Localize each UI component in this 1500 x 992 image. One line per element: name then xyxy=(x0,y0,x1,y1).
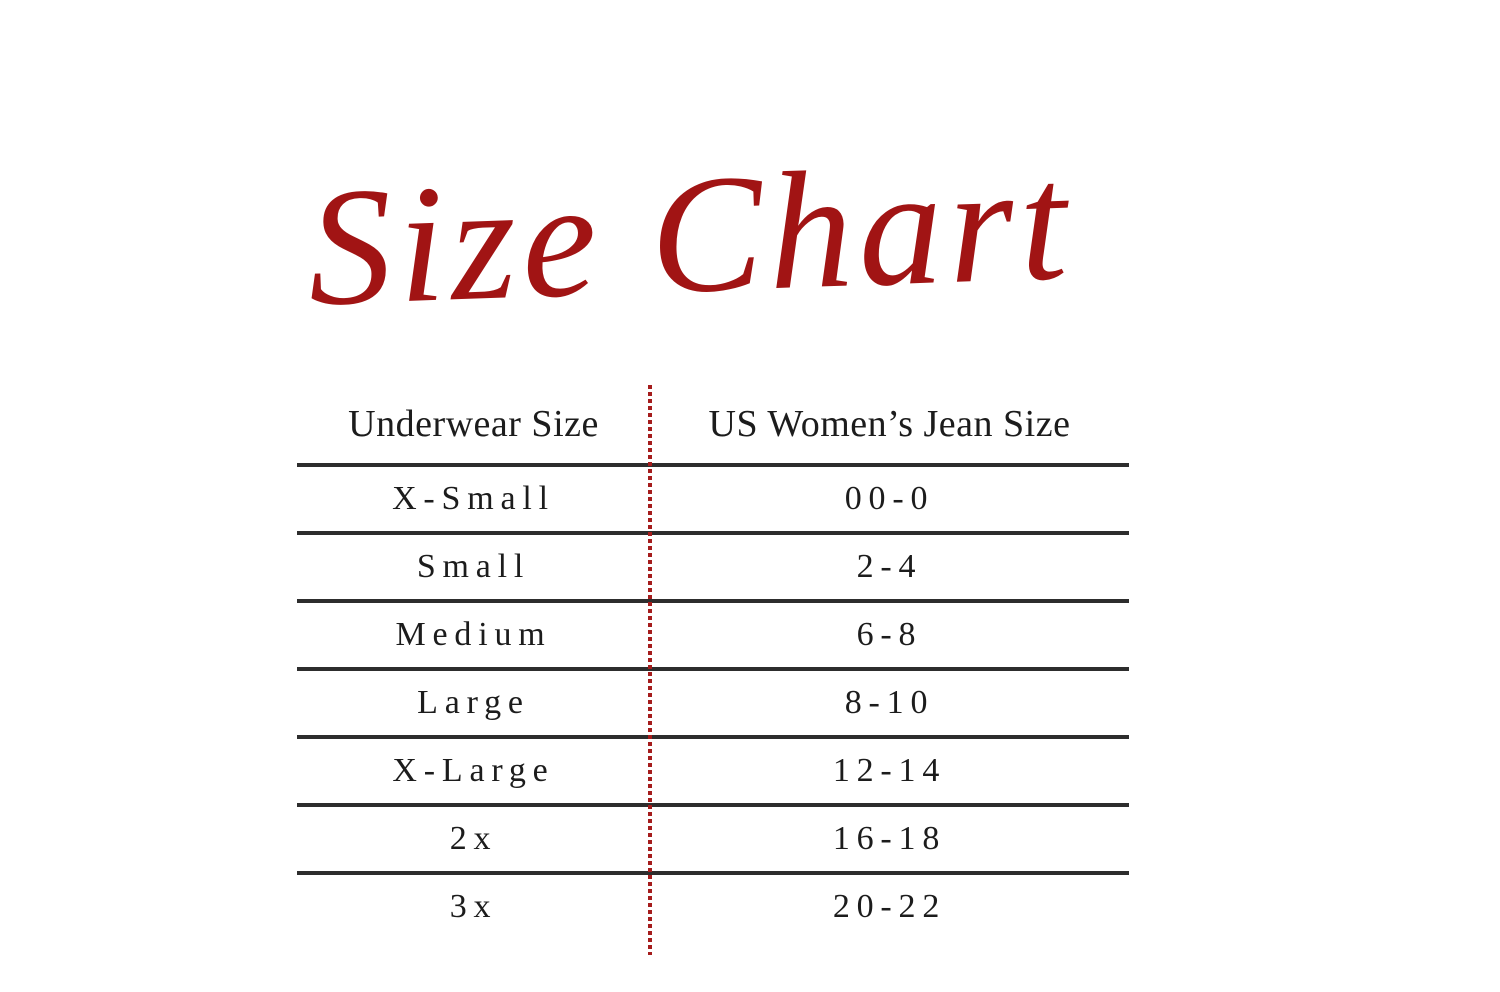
table-row: 3x 20-22 xyxy=(297,875,1129,939)
jean-size-cell: 2-4 xyxy=(856,548,923,585)
underwear-size-cell: 2x xyxy=(449,820,498,857)
table-row: Small 2-4 xyxy=(297,535,1129,603)
jean-size-cell: 20-22 xyxy=(832,888,947,925)
table-row: Medium 6-8 xyxy=(297,603,1129,671)
underwear-size-cell: Large xyxy=(417,684,530,721)
jean-size-cell: 6-8 xyxy=(856,616,923,653)
jean-size-cell: 00-0 xyxy=(844,480,935,517)
dotted-column-divider xyxy=(648,385,652,955)
table-header-row: Underwear Size US Women’s Jean Size xyxy=(297,385,1129,467)
column-header-underwear-size: Underwear Size xyxy=(348,403,599,445)
underwear-size-cell: Medium xyxy=(395,616,552,653)
size-table: Underwear Size US Women’s Jean Size X-Sm… xyxy=(297,385,1129,955)
page-title: Size Chart xyxy=(304,128,1076,341)
underwear-size-cell: X-Small xyxy=(392,480,555,517)
table-row: 2x 16-18 xyxy=(297,807,1129,875)
underwear-size-cell: Small xyxy=(416,548,531,585)
underwear-size-cell: X-Large xyxy=(392,752,555,789)
table-row: X-Large 12-14 xyxy=(297,739,1129,807)
column-header-jean-size: US Women’s Jean Size xyxy=(708,403,1071,445)
table-row: Large 8-10 xyxy=(297,671,1129,739)
jean-size-cell: 12-14 xyxy=(832,752,947,789)
underwear-size-cell: 3x xyxy=(449,888,498,925)
jean-size-cell: 16-18 xyxy=(832,820,947,857)
table-body: X-Small 00-0 Small 2-4 Medium 6-8 Large 8-10 X-L… xyxy=(297,467,1129,939)
jean-size-cell: 8-10 xyxy=(844,684,935,721)
table-row: X-Small 00-0 xyxy=(297,467,1129,535)
